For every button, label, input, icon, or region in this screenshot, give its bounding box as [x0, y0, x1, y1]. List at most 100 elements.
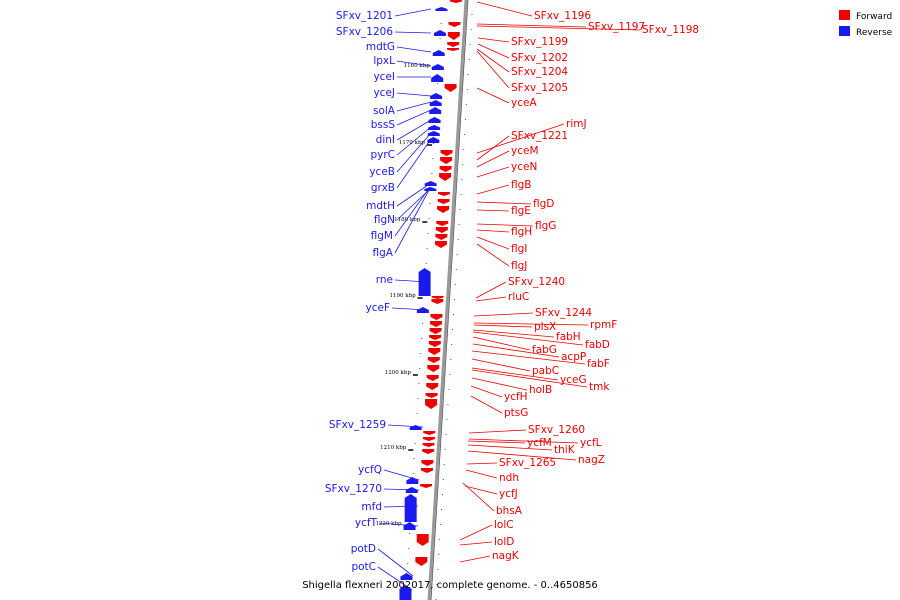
axis-dot	[465, 104, 467, 105]
forward-gene-label: SFxv_1240	[508, 276, 565, 288]
axis-dot	[440, 509, 442, 510]
forward-gene-label: pabC	[532, 365, 559, 377]
forward-gene-label: lolC	[494, 519, 514, 531]
axis-dot	[460, 194, 462, 195]
forward-leader-line	[470, 395, 503, 414]
forward-gene	[446, 48, 459, 51]
forward-gene	[435, 234, 448, 240]
reverse-gene	[430, 93, 443, 99]
forward-gene-label: SFxv_1244	[535, 307, 592, 319]
forward-gene-label: flgD	[533, 198, 554, 210]
legend-label-forward: Forward	[856, 12, 892, 22]
forward-gene-label: flgB	[511, 179, 531, 191]
forward-gene-label: flgJ	[511, 260, 527, 272]
axis-dot	[441, 494, 443, 495]
forward-leader-line	[462, 482, 495, 512]
forward-leader-line	[476, 184, 510, 195]
axis-dot	[412, 473, 414, 474]
forward-leader-line	[464, 485, 498, 495]
forward-gene-label: thiK	[554, 444, 576, 456]
axis-dot	[419, 368, 421, 369]
reverse-leader-line	[396, 119, 432, 141]
forward-gene	[435, 227, 448, 233]
forward-leader-line	[467, 440, 526, 444]
forward-gene-label: SFxv_1199	[511, 36, 568, 48]
reverse-gene-label: lpxL	[373, 55, 395, 67]
reverse-gene	[427, 137, 440, 143]
forward-gene-label: rluC	[508, 291, 529, 303]
tick-label: 1180 kbp	[394, 217, 421, 223]
reverse-gene	[435, 7, 448, 11]
reverse-gene	[427, 131, 440, 136]
forward-gene	[425, 399, 438, 409]
forward-gene	[427, 357, 440, 363]
reverse-gene-label: solA	[373, 105, 396, 117]
forward-gene-label: SFxv_1205	[511, 82, 568, 94]
forward-gene-label: ycfM	[527, 437, 552, 449]
reverse-gene-label: mdtH	[366, 200, 395, 212]
forward-leader-line	[476, 166, 510, 178]
tick-label: 1200 kbp	[385, 370, 412, 376]
axis-dot	[465, 119, 467, 120]
reverse-leader-line	[394, 8, 432, 17]
forward-gene	[444, 84, 457, 92]
forward-gene	[431, 296, 444, 299]
axis-dot	[451, 344, 453, 345]
axis-dot	[418, 383, 420, 384]
reverse-gene-label: grxB	[371, 182, 395, 194]
forward-leader-line	[470, 385, 503, 398]
forward-leader-line	[476, 201, 532, 205]
forward-gene	[436, 221, 449, 226]
reverse-leader-line	[394, 189, 430, 254]
reverse-gene	[403, 522, 416, 530]
forward-gene-label: SFxv_1221	[511, 130, 568, 142]
label-leader-lines	[377, 1, 641, 591]
forward-gene-label: SFxv_1198	[642, 24, 699, 36]
reverse-gene	[428, 117, 441, 123]
reverse-gene-label: yceB	[369, 166, 395, 178]
forward-leader-line	[465, 469, 498, 479]
axis-dot	[440, 23, 442, 24]
forward-gene-label: flgE	[511, 205, 531, 217]
reverse-gene	[424, 181, 437, 186]
axis-dot	[456, 254, 458, 255]
forward-gene-label: fabG	[532, 344, 557, 356]
reverse-gene-label: mdtG	[366, 41, 395, 53]
axis-dot	[407, 563, 409, 564]
axis-dot	[470, 29, 472, 30]
forward-gene-label: bhsA	[496, 505, 523, 517]
axis-dot	[425, 263, 427, 264]
axis-dot	[437, 569, 439, 570]
forward-gene	[428, 341, 441, 347]
legend-swatch-reverse	[839, 26, 850, 36]
forward-leader-line	[476, 87, 510, 104]
axis-dot	[428, 218, 430, 219]
forward-gene-label: yceG	[560, 374, 587, 386]
axis-dot	[461, 179, 463, 180]
forward-gene	[426, 375, 439, 381]
axis-dot	[468, 59, 470, 60]
forward-leader-line	[466, 462, 498, 465]
reverse-gene	[416, 307, 429, 313]
axis-dot	[439, 38, 441, 39]
axis-dot	[466, 89, 468, 90]
reverse-gene	[432, 50, 445, 56]
axis-dot	[427, 233, 429, 234]
forward-gene	[427, 365, 440, 372]
forward-gene	[420, 484, 433, 488]
axis-dot	[438, 554, 440, 555]
forward-leader-line	[468, 438, 579, 444]
forward-leader-line	[476, 236, 510, 250]
forward-gene	[416, 534, 429, 546]
forward-leader-line	[472, 329, 555, 338]
forward-gene-label: holB	[529, 384, 552, 396]
forward-gene	[439, 166, 452, 172]
reverse-gene-label: bssS	[371, 119, 396, 131]
reverse-leader-line	[396, 46, 432, 53]
forward-gene-label: acpP	[561, 351, 586, 363]
axis-dot	[459, 209, 461, 210]
legend-label-reverse: Reverse	[856, 28, 893, 38]
axis-dot	[457, 239, 459, 240]
forward-gene	[430, 314, 443, 320]
forward-leader-line	[476, 25, 641, 31]
